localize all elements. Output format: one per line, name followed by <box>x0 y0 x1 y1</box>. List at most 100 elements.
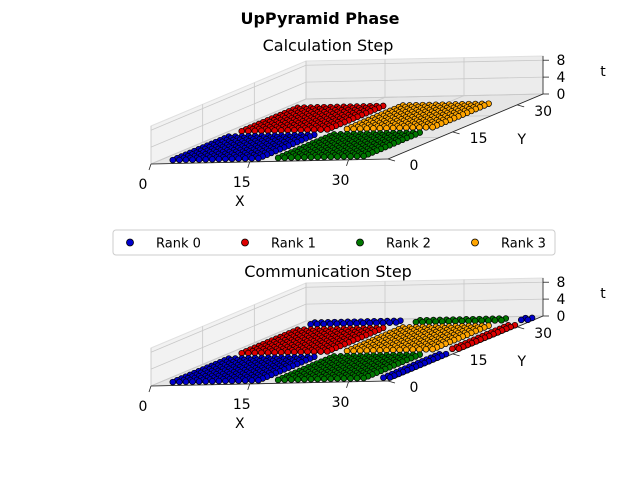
point-rank-1 <box>324 348 331 355</box>
point-rank-0 <box>392 319 400 326</box>
point-rank-0 <box>215 377 223 385</box>
point-rank-2 <box>274 154 282 162</box>
z-tick-label: 0 <box>557 87 566 103</box>
point-rank-1 <box>324 126 331 133</box>
point-rank-0 <box>169 156 177 164</box>
z-axis-label: t <box>600 286 606 302</box>
point-rank-0 <box>215 155 223 163</box>
legend-marker <box>126 238 134 247</box>
point-rank-2 <box>288 376 295 383</box>
scatter-points <box>169 314 536 386</box>
x-tick-label: 30 <box>332 173 350 189</box>
y-tick-label: 30 <box>534 326 552 342</box>
point-rank-1 <box>449 345 456 353</box>
point-rank-2 <box>327 153 335 161</box>
legend-label: Rank 3 <box>501 237 546 252</box>
point-rank-0 <box>222 377 229 385</box>
panel-title: Calculation Step <box>263 36 394 55</box>
y-tick <box>517 326 525 330</box>
point-rank-2 <box>307 153 315 161</box>
z-axis-label: t <box>600 64 606 80</box>
x-tick <box>346 159 349 166</box>
gridline <box>150 81 307 148</box>
point-rank-2 <box>334 375 341 382</box>
x-tick <box>247 161 251 169</box>
point-rank-3 <box>422 124 430 131</box>
point-rank-1 <box>317 126 324 133</box>
point-rank-2 <box>294 154 302 161</box>
x-axis-label: X <box>235 416 245 432</box>
legend-box <box>112 229 556 256</box>
point-rank-0 <box>255 377 262 384</box>
point-rank-0 <box>517 316 525 324</box>
scatter-points <box>169 100 492 164</box>
point-rank-0 <box>195 156 203 163</box>
y-tick <box>452 353 460 357</box>
panel-title: Communication Step <box>244 262 412 281</box>
point-rank-2 <box>327 375 335 383</box>
figure-title: UpPyramid Phase <box>240 9 399 28</box>
y-axis-label: Y <box>516 132 526 148</box>
legend-marker <box>356 238 364 247</box>
point-rank-2 <box>294 376 302 383</box>
y-tick <box>517 104 525 108</box>
gridline <box>305 76 544 83</box>
point-rank-1 <box>455 345 463 352</box>
point-rank-0 <box>176 156 183 164</box>
y-tick-label: 15 <box>470 131 488 147</box>
point-rank-2 <box>314 375 321 383</box>
x-axis-label: X <box>235 194 245 210</box>
y-tick-label: 30 <box>534 104 552 120</box>
point-rank-2 <box>274 376 282 384</box>
z-tick-label: 4 <box>557 292 566 308</box>
gridline <box>305 93 544 100</box>
legend: Rank 0 Rank 1 Rank 2 Rank 3 <box>112 229 556 256</box>
point-rank-2 <box>347 153 354 160</box>
x-tick <box>247 383 251 391</box>
y-tick <box>387 380 396 384</box>
y-tick-label: 0 <box>410 380 419 396</box>
legend-label: Rank 2 <box>386 237 431 252</box>
point-rank-3 <box>429 123 436 131</box>
x-tick <box>346 381 349 388</box>
x-tick <box>148 385 152 393</box>
gridline <box>150 320 307 387</box>
point-rank-2 <box>353 374 361 382</box>
gridline <box>150 286 307 353</box>
point-rank-0 <box>241 377 249 384</box>
z-tick-label: 0 <box>557 309 566 325</box>
point-rank-0 <box>209 378 216 385</box>
point-rank-0 <box>255 155 262 162</box>
x-tick-label: 15 <box>233 175 251 191</box>
point-rank-2 <box>314 153 321 161</box>
point-rank-0 <box>228 377 236 385</box>
x-tick-label: 0 <box>139 399 148 415</box>
x-tick-label: 30 <box>332 395 350 411</box>
point-rank-0 <box>380 374 387 381</box>
point-rank-0 <box>235 377 242 384</box>
point-rank-0 <box>248 377 256 384</box>
point-rank-0 <box>241 155 249 162</box>
point-rank-3 <box>429 345 436 353</box>
point-rank-2 <box>301 376 308 383</box>
z-tick-label: 8 <box>557 53 566 69</box>
point-rank-0 <box>235 155 242 162</box>
gridline <box>305 298 544 305</box>
point-rank-2 <box>340 153 348 160</box>
point-rank-3 <box>422 346 430 353</box>
point-rank-2 <box>360 374 367 382</box>
point-rank-0 <box>189 156 196 163</box>
point-rank-2 <box>498 317 505 324</box>
point-rank-2 <box>307 375 315 383</box>
y-tick-label: 0 <box>410 158 419 174</box>
y-tick <box>387 158 396 162</box>
x-tick-label: 15 <box>233 397 251 413</box>
point-rank-2 <box>288 154 295 161</box>
point-rank-0 <box>189 378 196 385</box>
point-rank-2 <box>491 317 499 324</box>
point-rank-2 <box>301 154 308 161</box>
point-rank-2 <box>281 376 288 384</box>
